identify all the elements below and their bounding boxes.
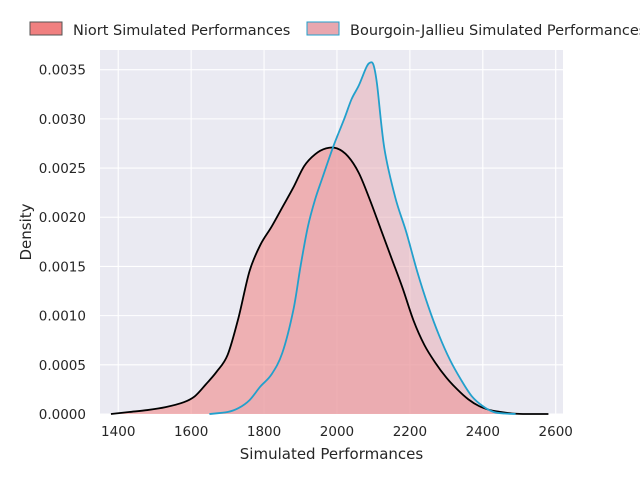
y-tick-label: 0.0020 bbox=[39, 210, 86, 226]
x-tick-label: 2200 bbox=[393, 424, 427, 440]
legend-label-bourgoin: Bourgoin-Jallieu Simulated Performances bbox=[350, 23, 640, 39]
line-niort bbox=[110, 146, 549, 415]
x-axis-label: Simulated Performances bbox=[240, 445, 424, 463]
x-tick-label: 1800 bbox=[247, 424, 281, 440]
y-tick-label: 0.0010 bbox=[39, 309, 86, 325]
x-tick-label: 1600 bbox=[174, 424, 208, 440]
y-tick-label: 0.0025 bbox=[39, 161, 86, 177]
legend: Niort Simulated Performances Bourgoin-Ja… bbox=[29, 21, 640, 39]
x-tick-label: 1400 bbox=[101, 424, 135, 440]
x-tick-label: 2600 bbox=[539, 424, 573, 440]
series-layer bbox=[110, 61, 549, 415]
y-tick-label: 0.0035 bbox=[39, 63, 86, 79]
legend-label-niort: Niort Simulated Performances bbox=[73, 23, 290, 39]
area-bourgoin bbox=[209, 62, 516, 414]
line-bourgoin bbox=[209, 61, 516, 415]
tick-labels: 1400 1600 1800 2000 2200 2400 2600 0.0000 0.0005… bbox=[39, 63, 573, 440]
y-tick-label: 0.0005 bbox=[39, 358, 86, 374]
area-fills bbox=[110, 62, 549, 415]
legend-swatch-bourgoin bbox=[306, 21, 340, 36]
x-tick-label: 2400 bbox=[466, 424, 500, 440]
y-tick-label: 0.0015 bbox=[39, 259, 86, 275]
y-tick-label: 0.0030 bbox=[39, 112, 86, 128]
density-lines bbox=[110, 61, 549, 415]
legend-swatch-niort bbox=[29, 21, 63, 36]
x-tick-label: 2000 bbox=[320, 424, 354, 440]
y-tick-label: 0.0000 bbox=[39, 407, 86, 423]
y-axis-label: Density bbox=[17, 203, 35, 260]
